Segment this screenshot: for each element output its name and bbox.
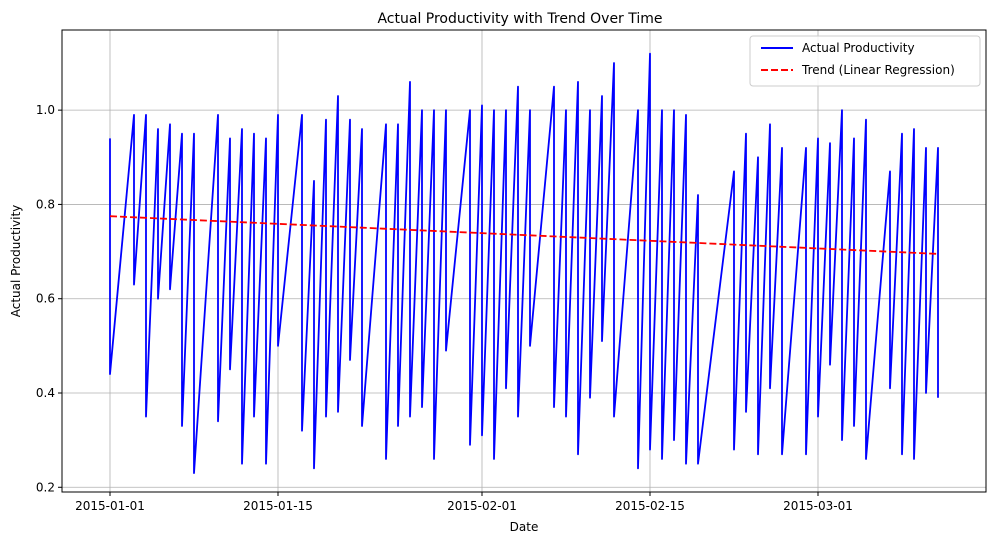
y-tick-label: 1.0 <box>36 103 55 117</box>
x-axis-ticks: 2015-01-01 2015-01-15 2015-02-01 2015-02-15… <box>75 492 853 513</box>
plot-frame <box>61 29 987 493</box>
x-axis-title: Date <box>510 520 539 534</box>
x-tick-label: 2015-02-15 <box>615 499 685 513</box>
legend-label-actual: Actual Productivity <box>802 41 915 55</box>
chart-title: Actual Productivity with Trend Over Time <box>377 11 662 27</box>
y-axis-ticks: 0.2 0.4 0.6 0.8 1.0 <box>36 103 62 494</box>
series-line-actual-productivity <box>109 52 939 475</box>
x-tick-label: 2015-03-01 <box>783 499 853 513</box>
x-tick-label: 2015-02-01 <box>447 499 517 513</box>
legend-label-trend: Trend (Linear Regression) <box>801 63 955 77</box>
y-tick-label: 0.4 <box>36 386 55 400</box>
x-tick-label: 2015-01-01 <box>75 499 145 513</box>
series-line-trend <box>109 215 939 255</box>
series-layer <box>109 52 939 475</box>
x-tick-label: 2015-01-15 <box>243 499 313 513</box>
legend: Actual Productivity Trend (Linear Regres… <box>749 35 981 87</box>
y-axis-title: Actual Productivity <box>9 205 23 318</box>
legend-box <box>749 35 981 87</box>
y-tick-label: 0.6 <box>36 292 55 306</box>
y-tick-label: 0.2 <box>36 480 55 494</box>
y-tick-label: 0.8 <box>36 197 55 211</box>
